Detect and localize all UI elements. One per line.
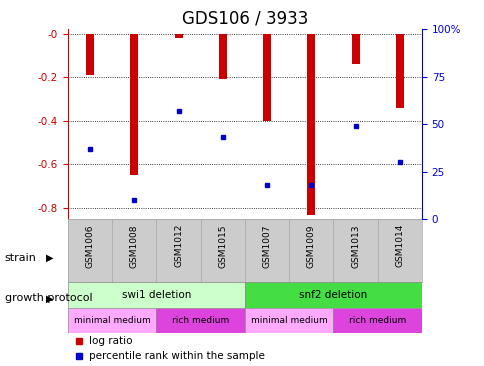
Bar bbox=[351, 34, 359, 64]
Bar bbox=[156, 307, 244, 333]
Bar bbox=[86, 34, 94, 75]
Bar bbox=[395, 34, 403, 108]
Bar bbox=[130, 34, 138, 175]
Text: GSM1008: GSM1008 bbox=[130, 224, 138, 268]
Bar bbox=[333, 307, 421, 333]
Text: GSM1014: GSM1014 bbox=[394, 224, 404, 268]
Title: GDS106 / 3933: GDS106 / 3933 bbox=[182, 10, 307, 28]
Text: strain: strain bbox=[5, 253, 37, 263]
Text: rich medium: rich medium bbox=[348, 316, 406, 325]
Text: log ratio: log ratio bbox=[89, 336, 132, 346]
Text: GSM1009: GSM1009 bbox=[306, 224, 315, 268]
Text: ▶: ▶ bbox=[46, 293, 53, 303]
Bar bbox=[156, 219, 200, 282]
Text: minimal medium: minimal medium bbox=[250, 316, 327, 325]
Text: growth protocol: growth protocol bbox=[5, 293, 92, 303]
Bar bbox=[244, 219, 288, 282]
Text: GSM1015: GSM1015 bbox=[218, 224, 227, 268]
Bar bbox=[244, 282, 421, 307]
Text: ▶: ▶ bbox=[46, 253, 53, 263]
Text: snf2 deletion: snf2 deletion bbox=[299, 290, 367, 300]
Bar bbox=[262, 34, 271, 121]
Text: GSM1013: GSM1013 bbox=[350, 224, 359, 268]
Bar bbox=[112, 219, 156, 282]
Bar bbox=[68, 307, 156, 333]
Text: GSM1012: GSM1012 bbox=[174, 224, 182, 268]
Text: minimal medium: minimal medium bbox=[74, 316, 150, 325]
Bar bbox=[174, 34, 182, 38]
Text: GSM1007: GSM1007 bbox=[262, 224, 271, 268]
Text: percentile rank within the sample: percentile rank within the sample bbox=[89, 351, 264, 361]
Text: swi1 deletion: swi1 deletion bbox=[121, 290, 191, 300]
Bar bbox=[200, 219, 244, 282]
Bar bbox=[333, 219, 377, 282]
Bar bbox=[68, 219, 112, 282]
Bar bbox=[68, 282, 244, 307]
Text: rich medium: rich medium bbox=[172, 316, 229, 325]
Text: GSM1006: GSM1006 bbox=[85, 224, 94, 268]
Bar bbox=[288, 219, 333, 282]
Bar bbox=[218, 34, 227, 79]
Bar bbox=[377, 219, 421, 282]
Bar bbox=[244, 307, 333, 333]
Bar bbox=[307, 34, 315, 214]
